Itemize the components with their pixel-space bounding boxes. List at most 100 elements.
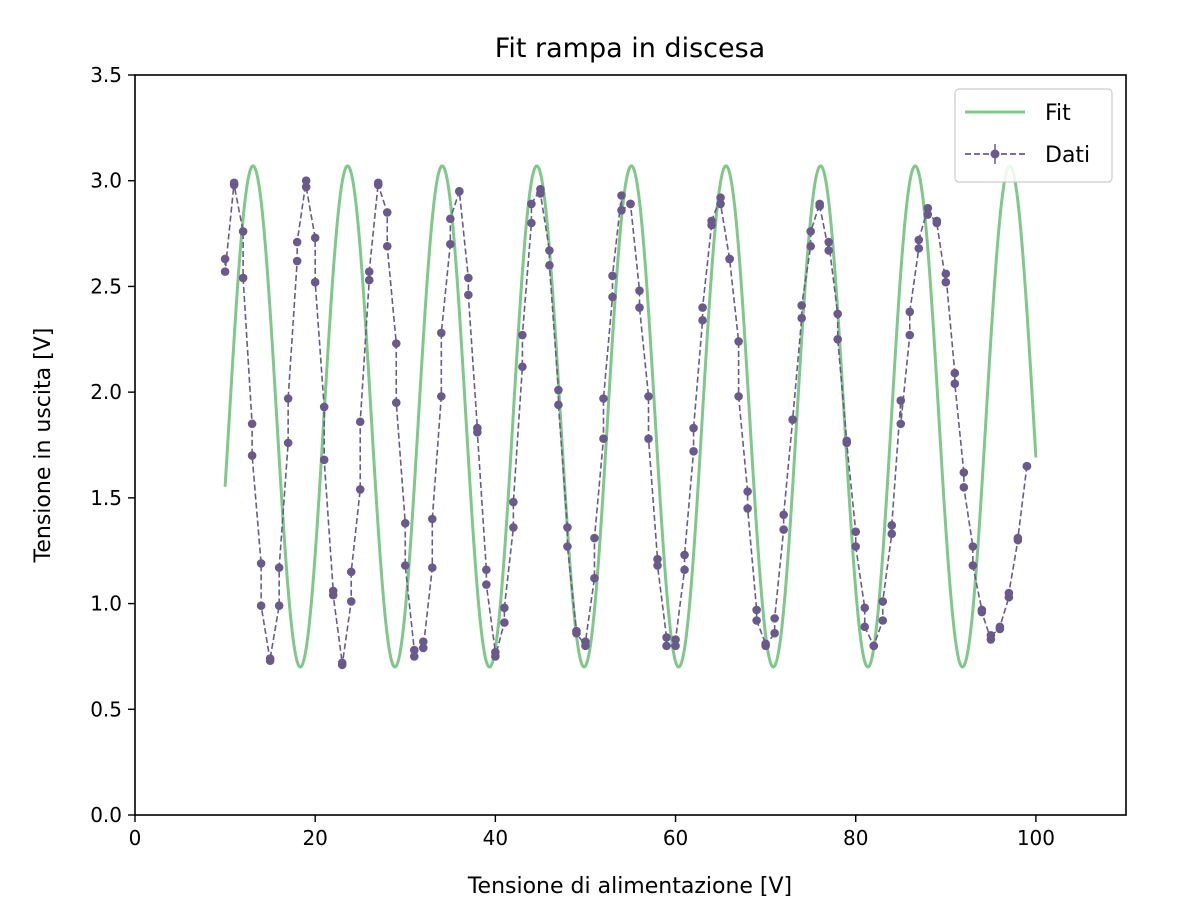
dati-point-154: [914, 244, 924, 253]
x-axis-label: Tensione di alimentazione [V]: [467, 874, 792, 899]
dati-point-58: [482, 565, 491, 575]
x-axis: 0 20 40 60 80 100: [129, 815, 1055, 850]
dati-point-21: [310, 277, 320, 287]
plot-area: [220, 164, 1038, 670]
dati-point-116: [743, 487, 752, 496]
dati-point-39: [391, 398, 401, 408]
dati-point-4: [238, 227, 248, 236]
dati-point-7: [247, 451, 257, 460]
x-tick-label-3: 60: [663, 826, 688, 850]
dati-point-50: [446, 239, 455, 249]
dati-point-15: [283, 394, 293, 403]
dati-point-146: [878, 616, 888, 625]
dati-point-76: [563, 523, 572, 532]
dati-point-104: [689, 447, 698, 456]
dati-point-131: [806, 227, 815, 236]
dati-point-163: [950, 379, 960, 388]
dati-point-130: [806, 241, 815, 251]
plot-frame: [134, 74, 1127, 816]
dati-point-165: [959, 482, 969, 492]
dati-point-155: [914, 235, 924, 245]
dati-point-122: [770, 628, 779, 638]
dati-point-135: [824, 237, 833, 247]
dati-point-148: [887, 529, 897, 539]
dati-point-142: [860, 603, 870, 613]
dati-point-141: [851, 542, 861, 551]
dati-point-66: [518, 362, 527, 372]
dati-point-96: [653, 554, 662, 564]
dati-point-67: [518, 330, 527, 340]
dati-point-128: [797, 313, 806, 323]
dati-point-37: [382, 241, 392, 251]
dati-point-25: [328, 590, 338, 600]
dati-point-156: [923, 203, 933, 213]
dati-point-77: [563, 542, 572, 551]
dati-point-150: [896, 396, 906, 405]
dati-point-14: [283, 438, 293, 448]
dati-point-68: [527, 218, 536, 228]
dati-point-101: [671, 635, 680, 644]
dati-point-95: [644, 434, 653, 443]
dati-point-125: [779, 510, 788, 520]
dati-point-17: [292, 237, 302, 247]
dati-point-55: [464, 290, 473, 300]
legend-dati-label: Dati: [1045, 143, 1090, 168]
dati-point-98: [662, 633, 671, 642]
dati-point-6: [247, 419, 257, 429]
dati-point-22: [319, 402, 329, 412]
dati-point-75: [554, 400, 563, 410]
dati-point-51: [446, 214, 455, 224]
dati-point-54: [464, 273, 473, 283]
dati-point-82: [590, 573, 599, 583]
dati-point-85: [599, 394, 608, 403]
y-axis-label: Tensione in uscita [V]: [31, 328, 56, 564]
dati-point-41: [400, 561, 410, 570]
dati-point-175: [1004, 588, 1014, 598]
dati-point-169: [977, 607, 987, 617]
dati-point-73: [545, 260, 554, 270]
dati-point-79: [572, 628, 581, 638]
dati-point-5: [238, 273, 248, 283]
dati-point-160: [941, 277, 951, 287]
dati-point-83: [590, 533, 599, 543]
dati-point-143: [860, 622, 870, 632]
dati-point-59: [482, 580, 491, 589]
dati-point-107: [698, 303, 707, 312]
dati-point-16: [292, 256, 302, 266]
dati-point-53: [455, 186, 464, 196]
dati-point-44: [418, 637, 428, 646]
dati-point-46: [428, 563, 437, 572]
legend-dati-marker: [990, 149, 1000, 159]
dati-point-18: [301, 176, 311, 186]
dati-point-115: [734, 392, 743, 401]
dati-point-99: [662, 641, 671, 651]
dati-point-29: [346, 567, 356, 577]
dati-point-43: [409, 652, 419, 661]
dati-point-71: [536, 189, 545, 198]
dati-point-32: [364, 275, 374, 285]
legend-fit-label: Fit: [1045, 101, 1071, 126]
dati-line: [224, 180, 1028, 666]
dati-point-69: [527, 199, 536, 209]
dati-point-153: [905, 307, 915, 317]
x-tick-label-4: 80: [843, 826, 868, 850]
dati-point-149: [887, 521, 897, 530]
dati-point-137: [833, 334, 843, 344]
y-tick-label-0: 0.0: [90, 803, 122, 827]
dati-point-129: [797, 301, 806, 310]
legend-box: [954, 88, 1113, 183]
dati-point-177: [1013, 533, 1023, 543]
y-tick-label-6: 3.0: [90, 169, 122, 193]
dati-point-31: [355, 417, 365, 427]
dati-point-139: [842, 438, 852, 448]
dati-point-118: [752, 605, 761, 615]
dati-point-111: [716, 199, 725, 209]
x-tick-label-5: 100: [1017, 826, 1055, 850]
fit-curve: [223, 164, 1038, 669]
dati-point-145: [869, 641, 879, 651]
dati-point-113: [725, 254, 734, 264]
dati-point-152: [905, 330, 915, 340]
dati-point-8: [256, 559, 266, 568]
dati-point-33: [364, 267, 374, 276]
dati-point-117: [743, 504, 752, 513]
